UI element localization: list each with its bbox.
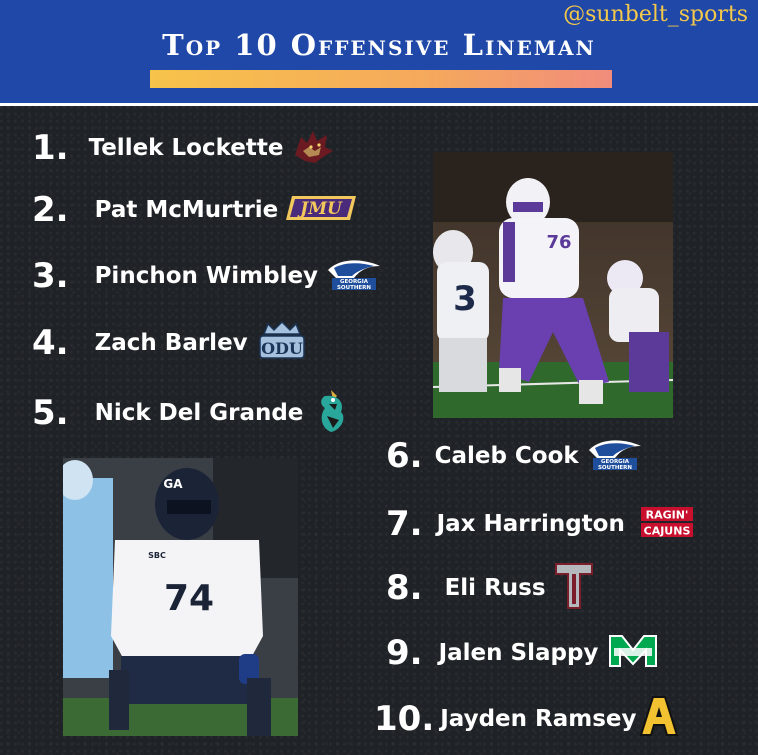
georgia-logo-text-2: SOUTHERN xyxy=(337,285,371,291)
header-banner: @sunbelt_sports Top 10 Offensive Lineman xyxy=(0,0,758,106)
georgia-logo-text-1: GEORGIA xyxy=(601,459,630,465)
rank-number: 7. xyxy=(386,504,423,544)
player-jersey-number: 74 xyxy=(164,578,214,619)
ragin-logo-text-2: CAJUNS xyxy=(643,525,690,538)
rank-number: 9. xyxy=(386,633,423,673)
ranking-item-8: 8. Eli Russ xyxy=(386,562,594,614)
georgia-logo-text-2: SOUTHERN xyxy=(598,465,632,471)
georgia-southern-eagle-logo: GEORGIA SOUTHERN xyxy=(326,256,382,296)
rank-number: 2. xyxy=(32,190,69,230)
rank-number: 1. xyxy=(32,128,69,168)
ranking-item-7: 7. Jax Harrington RAGIN' CAJUNS xyxy=(386,504,695,544)
ranking-item-5: 5. Nick Del Grande xyxy=(32,386,355,440)
rank-number: 8. xyxy=(386,568,423,608)
rank-number: 6. xyxy=(386,436,423,476)
ranking-item-6: 6. Caleb Cook GEORGIA SOUTHERN xyxy=(386,436,643,476)
player-name: Pinchon Wimbley xyxy=(94,263,319,289)
title-underline-bar xyxy=(150,70,612,88)
georgia-logo-text-1: GEORGIA xyxy=(340,279,369,285)
page-title: Top 10 Offensive Lineman xyxy=(162,28,596,62)
troy-t-logo xyxy=(554,562,594,614)
conference-patch: SBC xyxy=(148,551,166,560)
player-name: Caleb Cook xyxy=(434,443,579,469)
player-name: Jalen Slappy xyxy=(438,640,599,666)
rank-number: 5. xyxy=(32,393,69,433)
opponent-jersey-number: 3 xyxy=(453,279,477,319)
jmu-logo: JMU xyxy=(286,194,357,226)
player-action-photo-bottom: GA SBC 74 xyxy=(63,458,298,736)
marshall-herd-logo xyxy=(606,632,660,674)
ranking-item-10: 10. Jayden Ramsey xyxy=(374,695,679,743)
ranking-item-2: 2. Pat McMurtrie JMU xyxy=(32,190,357,230)
coastal-carolina-chanticleer-logo xyxy=(311,386,355,440)
ranking-item-9: 9. Jalen Slappy xyxy=(386,632,660,674)
ragin-logo-text-1: RAGIN' xyxy=(646,509,689,522)
georgia-southern-eagle-logo: GEORGIA SOUTHERN xyxy=(587,436,643,476)
ranking-item-3: 3. Pinchon Wimbley GEORGIA SOUTHERN xyxy=(32,256,382,296)
app-state-a-logo xyxy=(639,695,679,743)
rank-number: 4. xyxy=(32,323,69,363)
player-name: Nick Del Grande xyxy=(94,400,304,426)
player-action-photo-top: 3 76 xyxy=(433,152,673,418)
player-name: Zach Barlev xyxy=(94,330,248,356)
player-name: Eli Russ xyxy=(444,575,546,601)
texas-state-bobcat-logo xyxy=(291,125,335,171)
jmu-logo-text: JMU xyxy=(297,199,343,219)
rank-number: 10. xyxy=(374,699,435,739)
rank-number: 3. xyxy=(32,256,69,296)
odu-crown-logo: ODU xyxy=(256,320,308,366)
ranking-item-1: 1. Tellek Lockette xyxy=(32,125,335,171)
player-jersey-number: 76 xyxy=(546,232,571,253)
ragin-cajuns-logo: RAGIN' CAJUNS xyxy=(639,505,695,543)
ranking-item-4: 4. Zach Barlev ODU xyxy=(32,320,308,366)
player-name: Pat McMurtrie xyxy=(94,197,279,223)
player-name: Jax Harrington xyxy=(436,511,625,537)
player-name: Jayden Ramsey xyxy=(440,706,637,732)
social-handle: @sunbelt_sports xyxy=(563,2,748,27)
odu-logo-text: ODU xyxy=(261,339,303,358)
helmet-mark: GA xyxy=(163,477,183,491)
player-name: Tellek Lockette xyxy=(88,135,284,161)
